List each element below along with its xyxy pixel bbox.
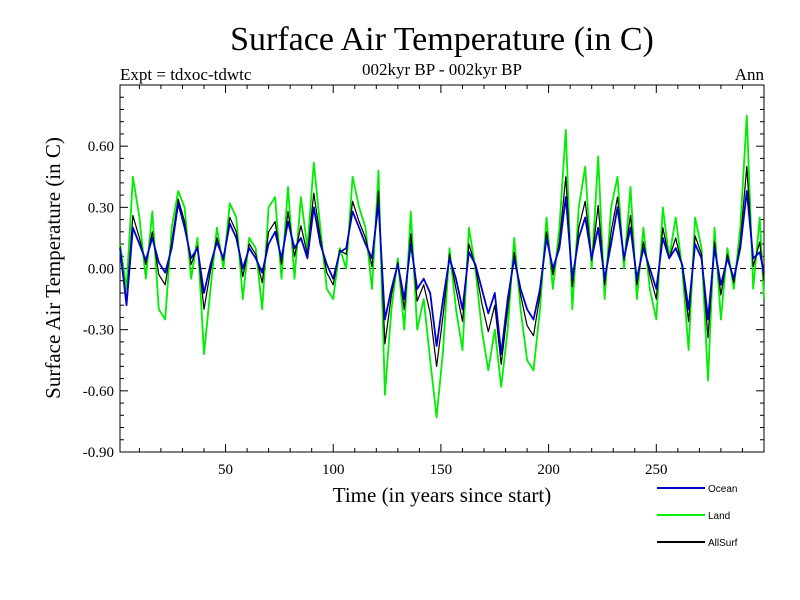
y-tick-label: -0.30 — [83, 323, 114, 339]
y-tick-label: 0.00 — [88, 262, 114, 278]
series-group — [120, 116, 764, 418]
x-axis-label: Time (in years since start) — [333, 483, 552, 507]
y-tick-label: 0.60 — [88, 139, 114, 155]
legend-label-land: Land — [708, 511, 730, 522]
legend-label-allsurf: AllSurf — [708, 538, 738, 549]
y-tick-label: -0.90 — [83, 445, 114, 461]
y-axis-label: Surface Air Temperature (in C) — [41, 137, 65, 399]
y-tick-label: 0.30 — [88, 200, 114, 216]
series-line-ocean — [120, 191, 764, 354]
y-tick-label: -0.60 — [83, 384, 114, 400]
x-tick-label: 150 — [430, 462, 453, 478]
series-line-allsurf — [120, 167, 764, 367]
season-label: Ann — [735, 65, 765, 84]
x-tick-label: 250 — [645, 462, 668, 478]
x-tick-label: 100 — [322, 462, 345, 478]
x-tick-label: 50 — [218, 462, 233, 478]
chart-title: Surface Air Temperature (in C) — [230, 21, 654, 58]
legend: Ocean Land AllSurf — [657, 484, 738, 549]
x-tick-labels: 50 100 150 200 250 — [218, 462, 668, 478]
x-tick-label: 200 — [537, 462, 560, 478]
series-line-land — [120, 116, 764, 418]
y-tick-labels: -0.90 -0.60 -0.30 0.00 0.30 0.60 — [83, 139, 114, 461]
chart-canvas: Surface Air Temperature (in C) Expt = td… — [0, 0, 800, 600]
chart-subtitle: 002kyr BP - 002kyr BP — [362, 60, 522, 79]
legend-label-ocean: Ocean — [708, 484, 737, 495]
experiment-label: Expt = tdxoc-tdwtc — [120, 65, 252, 84]
